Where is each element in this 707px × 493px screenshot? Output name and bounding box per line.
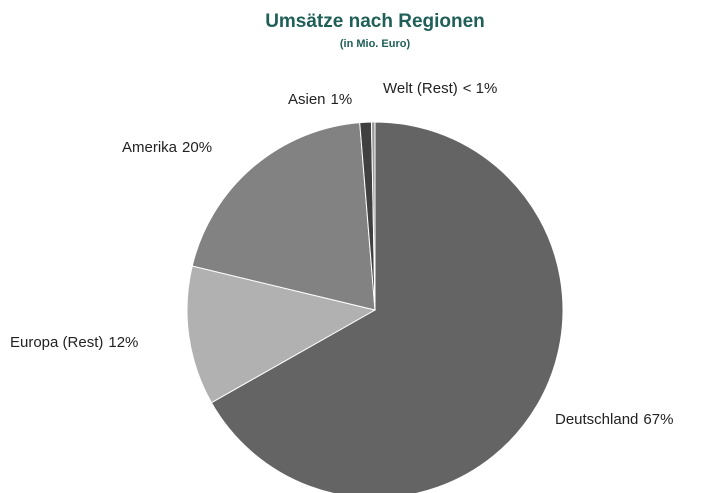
slice-value: 1%: [331, 91, 353, 108]
slice-category: Welt (Rest): [383, 80, 458, 97]
slice-value: 12%: [108, 334, 138, 351]
slice-value: 67%: [643, 411, 673, 428]
slice-label: Europa (Rest) 12%: [10, 334, 138, 351]
pie-slice: [210, 121, 564, 493]
chart-subtitle: (in Mio. Euro): [340, 38, 411, 50]
pie-slice: [370, 121, 376, 311]
slice-category: Deutschland: [555, 411, 638, 428]
slice-label: Welt (Rest) < 1%: [383, 80, 497, 97]
slice-category: Asien: [288, 91, 326, 108]
slice-label: Amerika 20%: [122, 139, 212, 156]
pie-slice: [186, 265, 377, 404]
slice-label: Deutschland 67%: [555, 411, 673, 428]
slice-category: Europa (Rest): [10, 334, 103, 351]
slice-category: Amerika: [122, 139, 178, 156]
chart-title: Umsätze nach Regionen: [265, 11, 485, 32]
pie-slice: [191, 122, 376, 311]
slice-value: 20%: [182, 139, 212, 156]
slice-label: Asien 1%: [288, 91, 352, 108]
slice-value: < 1%: [463, 80, 498, 97]
